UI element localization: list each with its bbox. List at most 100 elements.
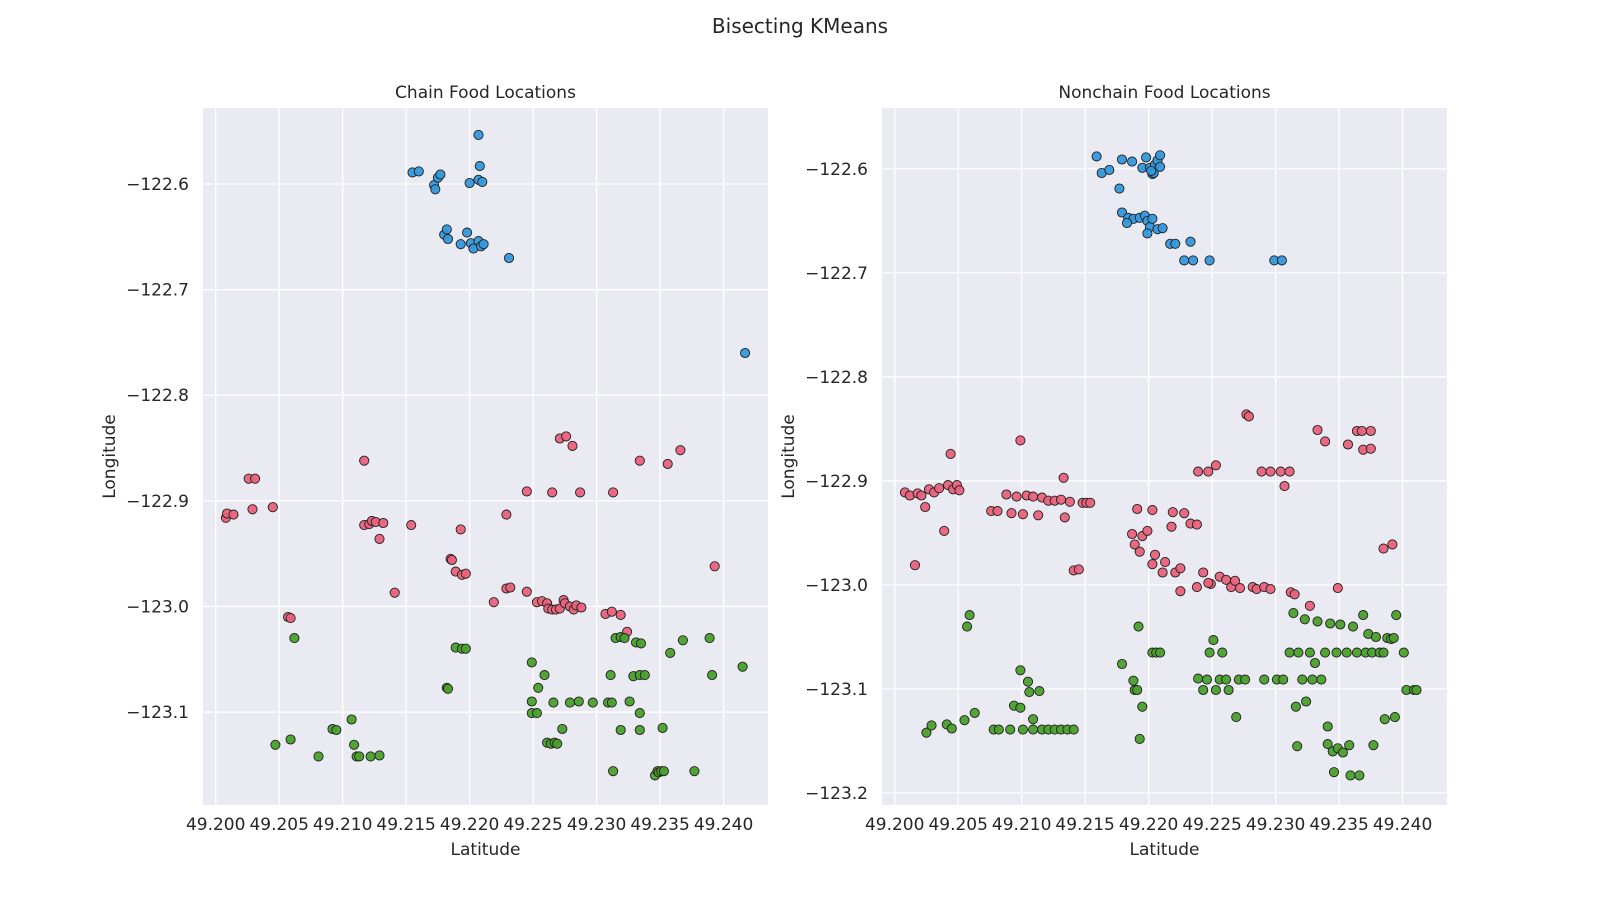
x-tick-label: 49.225 [503, 815, 562, 835]
data-point [926, 720, 937, 731]
data-point [1141, 152, 1152, 163]
data-point [920, 501, 931, 513]
data-point [1289, 589, 1300, 600]
data-point [1322, 739, 1333, 750]
data-point [939, 525, 950, 536]
data-point [1170, 238, 1181, 249]
data-point [615, 609, 626, 620]
data-point [374, 750, 385, 761]
y-tick-label: −122.8 [805, 368, 868, 388]
data-point [1157, 567, 1168, 578]
data-point [521, 486, 532, 497]
x-tick-label: 49.215 [376, 815, 435, 835]
data-point [1127, 528, 1138, 540]
data-point [1389, 712, 1400, 723]
data-point [1387, 539, 1398, 550]
y-tick-label: −123.1 [805, 680, 868, 700]
data-point [665, 647, 676, 658]
data-point [474, 161, 485, 172]
data-point [1288, 608, 1299, 619]
data-point [1290, 701, 1301, 712]
data-point [1198, 567, 1209, 578]
data-point [285, 734, 296, 745]
data-point [1028, 714, 1039, 725]
x-tick-label: 49.235 [1309, 815, 1368, 835]
data-point [1322, 721, 1333, 732]
data-point [993, 724, 1004, 735]
data-point [1015, 435, 1026, 446]
x-tick-label: 49.215 [1055, 815, 1114, 835]
data-point [689, 766, 700, 777]
x-tick-label: 49.240 [1373, 815, 1432, 835]
data-point [1275, 466, 1286, 477]
data-point [1203, 466, 1214, 477]
data-point [561, 431, 572, 442]
x-tick-label: 49.200 [186, 815, 245, 835]
data-point [969, 707, 980, 718]
data-point [557, 723, 568, 735]
data-point [1388, 632, 1399, 644]
y-axis-label: Longitude [100, 414, 120, 499]
data-point [658, 766, 669, 777]
data-point [1179, 508, 1190, 519]
data-point [313, 751, 324, 762]
data-point [619, 633, 630, 644]
data-point [1221, 674, 1232, 685]
data-point [1017, 509, 1028, 520]
data-point [675, 445, 686, 456]
x-tick-label: 49.220 [1119, 815, 1178, 835]
y-axis-label: Longitude [779, 414, 799, 499]
data-point [378, 517, 389, 529]
x-tick-label: 49.230 [567, 815, 626, 835]
data-point [1146, 165, 1157, 176]
y-tick-label: −122.9 [805, 472, 868, 492]
data-point [1204, 647, 1215, 658]
data-point [1147, 505, 1158, 516]
x-tick-label: 49.240 [694, 815, 753, 835]
data-point [1155, 150, 1166, 161]
figure-title: Bisecting KMeans [711, 14, 889, 38]
data-point [608, 766, 619, 777]
data-point [1059, 512, 1070, 523]
y-tick-label: −123.2 [805, 784, 868, 804]
data-point [1240, 674, 1251, 685]
data-point [1193, 466, 1204, 477]
data-point [1265, 466, 1276, 477]
data-point [962, 621, 973, 632]
data-point [1378, 647, 1389, 658]
data-point [1017, 724, 1028, 735]
data-point [964, 610, 975, 621]
cluster-series-1 [1091, 150, 1287, 266]
chart-panel-1: 49.200 49.205 49.210 49.215 49.220 49.225 49.2… [100, 83, 768, 860]
data-point [374, 533, 385, 544]
data-point [606, 697, 617, 708]
data-point [1132, 684, 1143, 696]
data-point [1210, 684, 1221, 696]
data-point [267, 502, 278, 513]
data-point [539, 670, 550, 681]
data-point [503, 252, 515, 264]
cluster-series-3 [270, 632, 748, 781]
data-point [1198, 684, 1209, 696]
data-point [1358, 610, 1369, 621]
data-point [634, 724, 645, 736]
data-point [1276, 255, 1287, 266]
data-point [1328, 767, 1340, 778]
data-point [1175, 563, 1186, 574]
data-point [1279, 481, 1290, 492]
data-point [737, 661, 748, 672]
y-tick-label: −122.7 [805, 264, 868, 284]
data-point [1055, 494, 1067, 505]
data-point [473, 129, 484, 140]
data-point [501, 509, 512, 520]
data-point [455, 239, 466, 250]
data-point [1312, 424, 1323, 436]
data-point [624, 696, 635, 707]
x-tick-label: 49.220 [440, 815, 499, 835]
data-point [1179, 255, 1190, 266]
data-point [521, 586, 532, 597]
data-point [1127, 156, 1138, 167]
data-point [1335, 619, 1346, 630]
y-tick-label: −122.6 [126, 175, 189, 195]
plot-area [203, 108, 768, 805]
